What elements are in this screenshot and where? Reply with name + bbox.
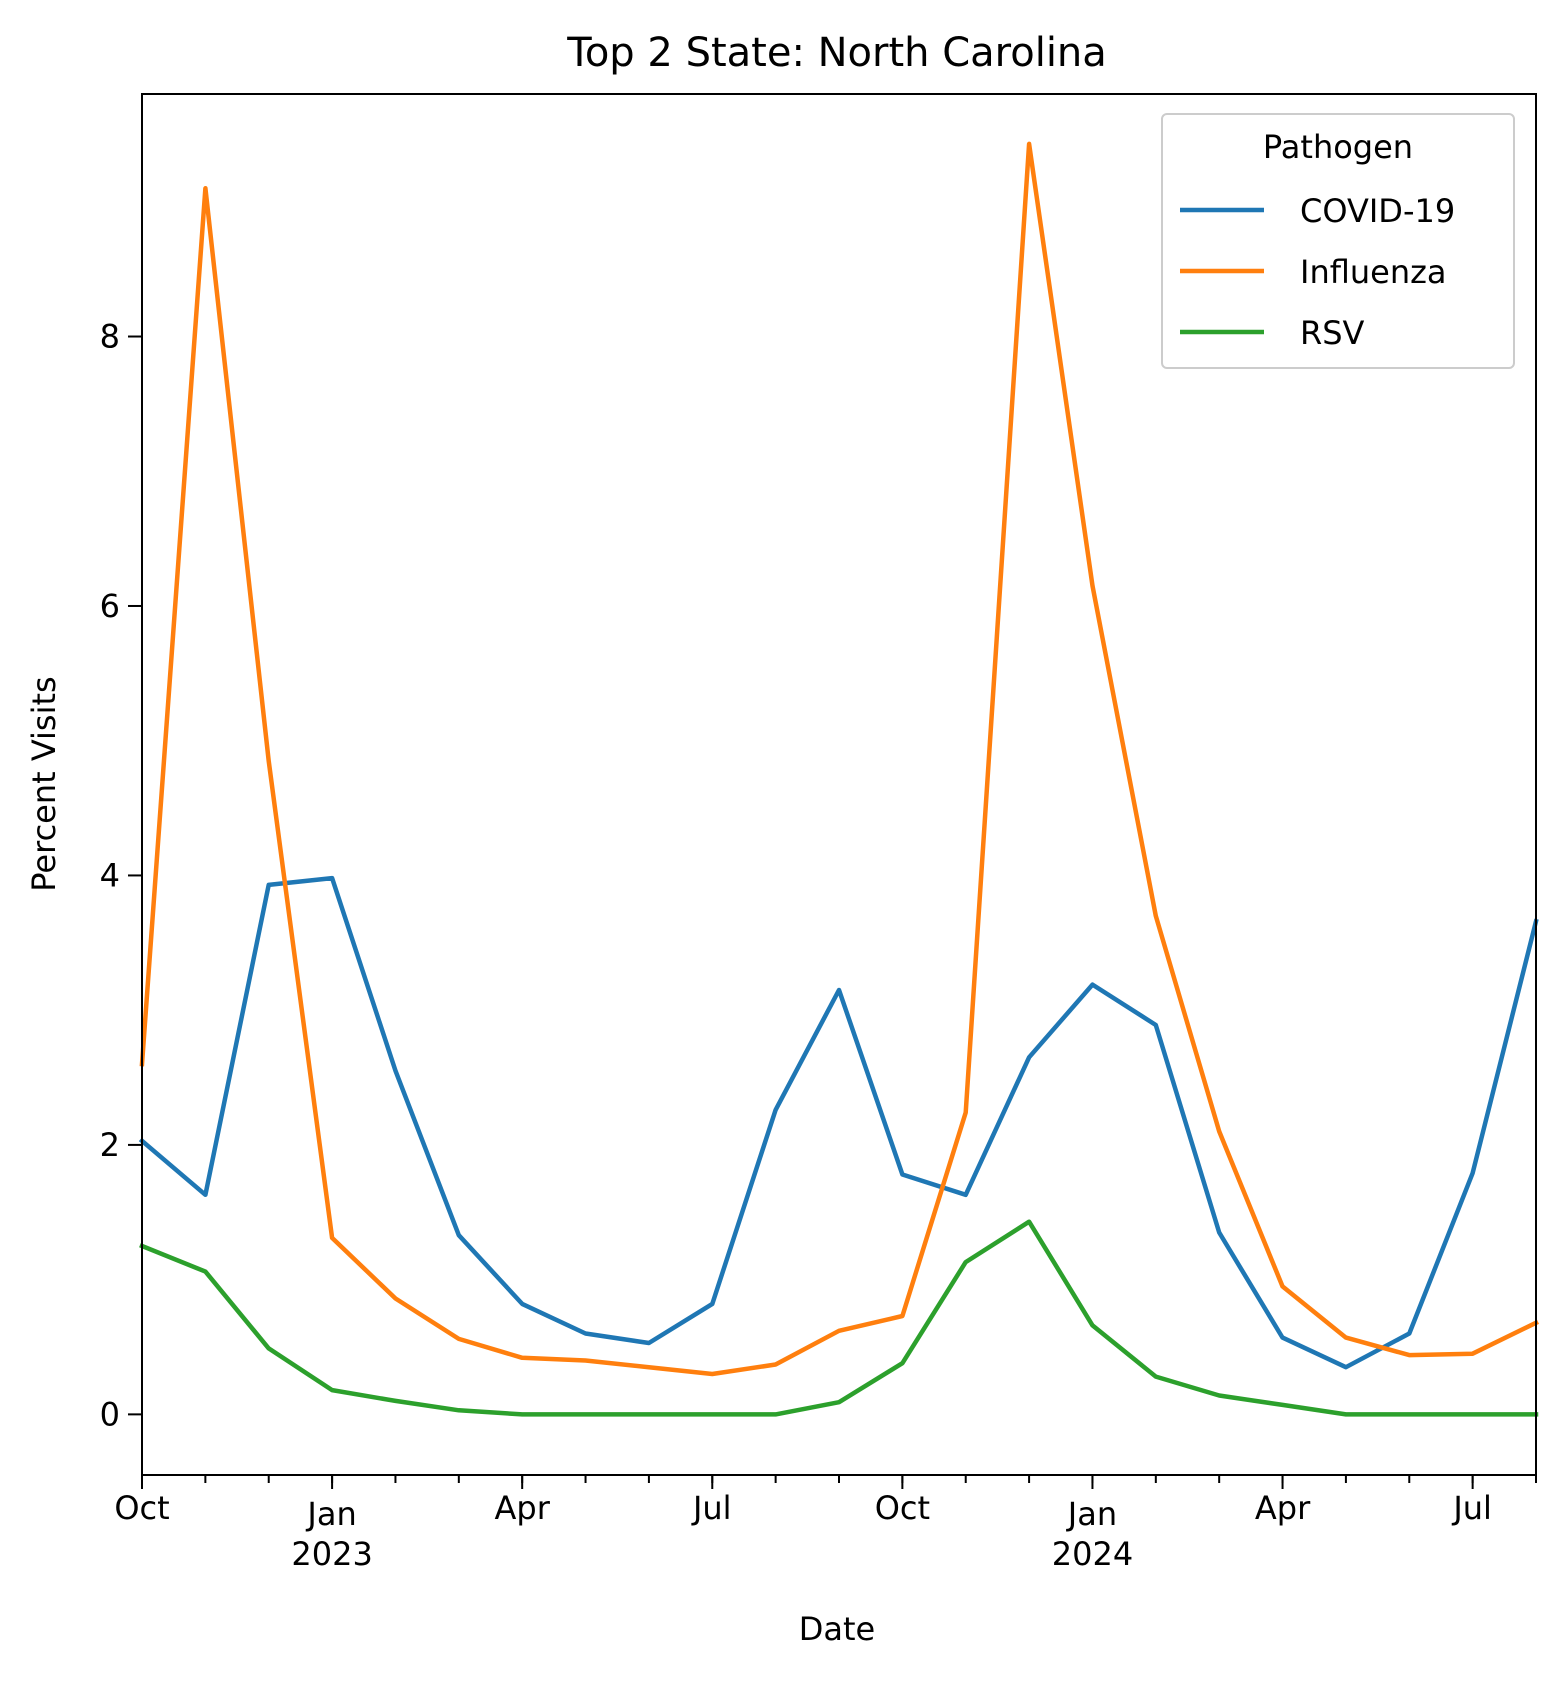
- y-tick-label: 6: [100, 587, 120, 625]
- x-tick-label: Oct: [114, 1489, 169, 1527]
- x-tick-label: Apr: [1255, 1489, 1311, 1527]
- y-tick-label: 0: [100, 1395, 120, 1433]
- y-tick-label: 8: [100, 318, 120, 356]
- series-line-covid-19: [138, 875, 1539, 1370]
- x-tick-label: Jan: [1066, 1495, 1117, 1533]
- x-tick-label: Jul: [691, 1489, 732, 1527]
- legend: Pathogen COVID-19 Influenza RSV: [1161, 113, 1515, 369]
- plot-area: [138, 141, 1540, 1417]
- x-tick-label: Oct: [875, 1489, 930, 1527]
- y-tick-label: 2: [100, 1126, 120, 1164]
- y-axis-ticks: 0 2 4 6 8: [100, 318, 142, 1433]
- x-tick-year-label: 2024: [1052, 1535, 1133, 1573]
- legend-label-influenza: Influenza: [1300, 253, 1447, 291]
- legend-items: COVID-19 Influenza RSV: [1180, 192, 1455, 352]
- y-tick-label: 4: [100, 856, 120, 894]
- legend-title: Pathogen: [1263, 128, 1413, 166]
- y-axis-label: Percent Visits: [25, 676, 63, 891]
- x-tick-label: Apr: [495, 1489, 551, 1527]
- plot-frame: [141, 93, 1537, 1476]
- x-tick-year-label: 2023: [291, 1535, 372, 1573]
- x-axis-label: Date: [799, 1610, 875, 1648]
- legend-label-covid-19: COVID-19: [1300, 192, 1455, 230]
- chart-title: Top 2 State: North Carolina: [566, 30, 1107, 76]
- series-line-influenza: [139, 141, 1540, 1377]
- x-tick-label: Jul: [1451, 1489, 1492, 1527]
- series-line-rsv: [139, 1219, 1539, 1417]
- legend-label-rsv: RSV: [1300, 314, 1365, 352]
- legend-box: [1161, 113, 1515, 369]
- x-tick-label: Jan: [305, 1495, 356, 1533]
